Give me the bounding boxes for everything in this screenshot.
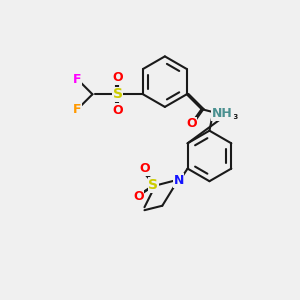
Text: CH₃: CH₃	[217, 111, 239, 121]
Text: S: S	[148, 178, 158, 192]
Text: O: O	[112, 71, 123, 84]
Text: O: O	[133, 190, 144, 203]
Text: NH: NH	[212, 107, 233, 120]
Text: N: N	[173, 174, 184, 187]
Text: S: S	[113, 87, 123, 101]
Text: O: O	[186, 118, 196, 130]
Text: F: F	[73, 73, 82, 86]
Text: O: O	[139, 162, 150, 175]
Text: F: F	[73, 103, 82, 116]
Text: O: O	[112, 104, 123, 117]
